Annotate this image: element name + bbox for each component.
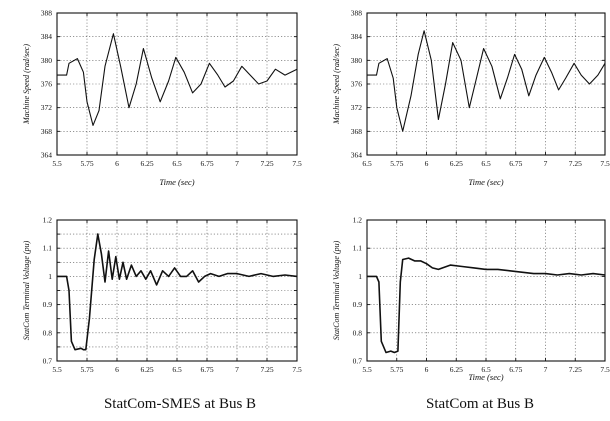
x-tick-label: 5.5 [52,365,62,374]
x-tick-label: 6.5 [362,159,372,168]
y-tick-label: 380 [351,56,363,65]
x-tick-label: 7.25 [569,365,582,374]
x-tick-label: 6.5 [172,365,182,374]
x-tick-label: 5.75 [80,365,93,374]
y-tick-label: 372 [351,103,363,112]
x-tick-label: 6.25 [450,159,463,168]
x-axis-label: Time (sec) [159,177,194,187]
y-tick-label: 376 [351,80,363,89]
x-tick-label: 7.25 [260,365,273,374]
x-tick-label: 6.75 [200,365,213,374]
caption-statcom: StatCom at Bus B [426,396,534,412]
y-tick-label: 1.1 [353,244,363,253]
y-tick-label: 388 [351,9,363,18]
x-tick-label: 6.25 [140,365,153,374]
x-tick-label: 7 [544,159,548,168]
x-tick-label: 6.75 [509,159,522,168]
x-tick-label: 7 [235,159,239,168]
y-tick-label: 372 [41,103,53,112]
x-tick-label: 7.5 [292,365,302,374]
x-tick-label: 7.5 [600,159,610,168]
x-tick-label: 5.75 [390,159,403,168]
y-axis-label: Machine Speed (rad/sec) [332,44,341,125]
x-tick-label: 5.75 [390,365,403,374]
y-tick-label: 1.2 [353,216,363,225]
x-tick-label: 6.75 [509,365,522,374]
x-tick-label: 7.5 [600,365,610,374]
y-axis-label: StatCom Terminal Voltage (pu) [22,240,31,340]
y-tick-label: 0.9 [43,300,53,309]
y-axis-label: Machine Speed (rad/sec) [22,44,31,125]
y-tick-label: 1.2 [43,216,53,225]
y-tick-label: 384 [351,32,363,41]
y-tick-label: 0.8 [353,328,363,337]
y-tick-label: 1 [48,272,52,281]
series-line [57,33,298,126]
caption-statcom-smes: StatCom-SMES at Bus B [103,396,257,412]
x-tick-label: 6 [425,159,429,168]
y-tick-label: 364 [41,151,53,160]
x-tick-label: 7.25 [260,159,273,168]
y-tick-label: 384 [41,32,53,41]
chart-speed-statcom: 6.5 5.75 6 6.25 6.5 6.75 7 7.25 7.5 364 368 372 376 3… [332,9,610,188]
series-line [57,233,298,351]
x-axis-label: Time (sec) [468,372,503,382]
x-axis-label: Time (sec) [468,177,503,187]
chart-voltage-smes: 5.5 5.75 6 6.25 6.5 6.75 7 7.25 7.5 0.7 0.8 0.9 1 1.1… [22,216,302,375]
x-tick-label: 7 [235,365,239,374]
x-tick-label: 6.5 [481,159,491,168]
x-tick-label: 5.5 [362,365,372,374]
y-tick-label: 0.8 [43,328,53,337]
y-tick-label: 368 [351,127,363,136]
x-tick-label: 7.5 [292,159,302,168]
y-tick-label: 1 [358,272,362,281]
chart-voltage-statcom: 5.5 5.75 6 6.25 6.5 6.75 7 7.25 7.5 0.7 0.8 0.9 1 1.1… [332,216,610,383]
y-tick-label: 1.1 [43,244,53,253]
y-tick-label: 364 [351,151,363,160]
x-tick-label: 6.25 [140,159,153,168]
x-tick-label: 5.75 [80,159,93,168]
x-tick-label: 7 [544,365,548,374]
x-tick-label: 7.25 [569,159,582,168]
y-axis-label: StatCom Terminal Voltage (pu) [332,240,341,340]
y-tick-label: 376 [41,80,53,89]
series-line [367,30,606,132]
y-tick-label: 368 [41,127,53,136]
x-tick-label: 6.5 [481,365,491,374]
x-tick-label: 6.75 [200,159,213,168]
x-tick-label: 6 [425,365,429,374]
y-tick-label: 388 [41,9,53,18]
x-tick-label: 5.5 [52,159,62,168]
chart-speed-smes: 5.5 5.75 6 6.25 6.5 6.75 7 7.25 7.5 364 368 372 376 3… [22,9,302,188]
series-line [367,257,606,354]
x-tick-label: 6.5 [172,159,182,168]
x-tick-label: 6.25 [450,365,463,374]
y-tick-label: 0.7 [353,357,363,366]
y-tick-label: 0.7 [43,357,53,366]
y-tick-label: 0.9 [353,300,363,309]
y-tick-label: 380 [41,56,53,65]
x-tick-label: 6 [115,159,119,168]
x-tick-label: 6 [115,365,119,374]
